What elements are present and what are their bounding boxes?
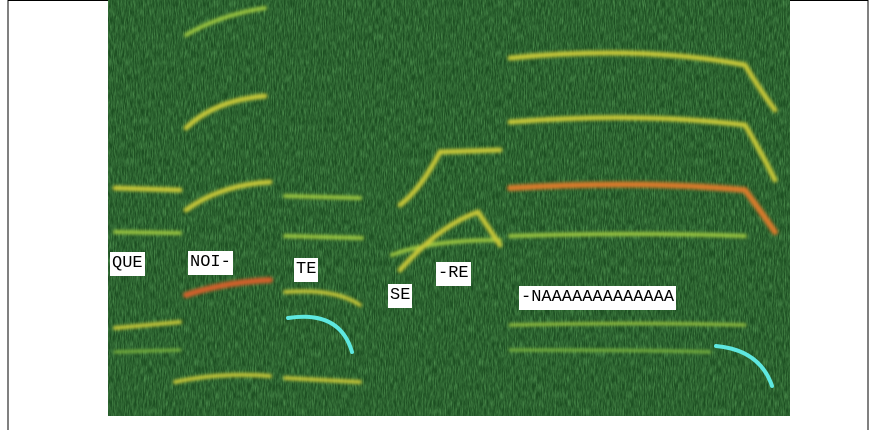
syllable-label: -RE [436,262,471,286]
spectrogram-noise [108,0,790,416]
page: QUE NOI- TE SE -RE -NAAAAAAAAAAAAA [0,0,877,430]
syllable-label: QUE [110,252,145,276]
syllable-label: NOI- [188,251,233,275]
syllable-label: -NAAAAAAAAAAAAA [519,286,676,310]
syllable-label: SE [388,284,412,308]
spectrogram-figure [0,0,877,430]
syllable-label: TE [294,258,318,282]
